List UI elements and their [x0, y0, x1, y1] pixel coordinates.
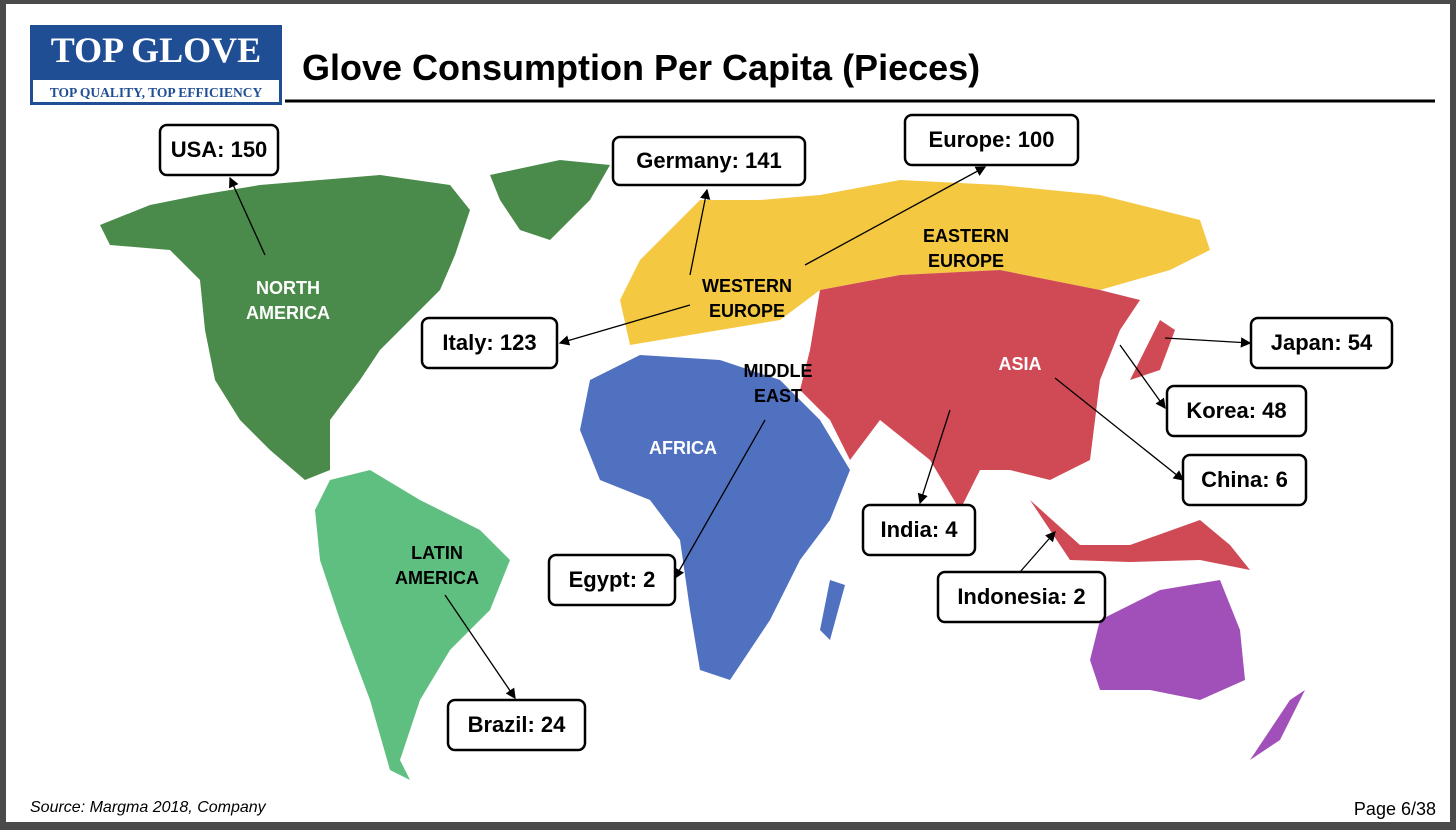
- callout-label: China: 6: [1201, 467, 1288, 492]
- region-label: ASIA: [998, 354, 1041, 374]
- region-label: EASTERN: [923, 226, 1009, 246]
- callout-label: India: 4: [880, 517, 958, 542]
- title: Glove Consumption Per Capita (Pieces): [302, 47, 980, 88]
- arrows: [229, 166, 1252, 700]
- callout-label: Europe: 100: [929, 127, 1055, 152]
- region-label: AFRICA: [649, 438, 717, 458]
- region-label: EUROPE: [928, 251, 1004, 271]
- logo-title: TOP GLOVE: [51, 30, 261, 70]
- new-zealand: [1250, 690, 1305, 760]
- callout-label: Germany: 141: [636, 148, 782, 173]
- callout-box: [1249, 316, 1394, 370]
- callout-label: Italy: 123: [442, 330, 536, 355]
- latin-america: [315, 470, 510, 780]
- callout-box: [547, 553, 677, 607]
- map: [100, 160, 1305, 780]
- region-label: AMERICA: [395, 568, 479, 588]
- arrow: [674, 419, 766, 580]
- page-number: Page 6/38: [1354, 799, 1436, 819]
- callout-box: [903, 113, 1080, 167]
- region-label: WESTERN: [702, 276, 792, 296]
- region-label: AMERICA: [246, 303, 330, 323]
- japan: [1130, 320, 1175, 380]
- callout-box: [158, 123, 280, 177]
- asia: [800, 270, 1140, 510]
- region-label: NORTH: [256, 278, 320, 298]
- callout-box: [1165, 384, 1308, 438]
- europe: [620, 180, 1210, 345]
- arrow: [1019, 531, 1056, 573]
- australia: [1090, 580, 1245, 700]
- callout-label: Japan: 54: [1271, 330, 1373, 355]
- callout-label: USA: 150: [171, 137, 268, 162]
- arrow: [229, 176, 266, 256]
- indonesia: [1030, 500, 1250, 570]
- africa: [580, 355, 850, 680]
- callout-box: [611, 135, 807, 187]
- callout-box: [420, 316, 559, 370]
- callout-label: Indonesia: 2: [957, 584, 1085, 609]
- arrow: [444, 594, 516, 700]
- callout-box: [861, 503, 977, 557]
- callout-label: Brazil: 24: [468, 712, 567, 737]
- logo-tagline: TOP QUALITY, TOP EFFICIENCY: [50, 85, 263, 100]
- region-label: LATIN: [411, 543, 463, 563]
- madagascar: [820, 580, 845, 640]
- arrow: [804, 166, 987, 266]
- arrow: [917, 409, 951, 505]
- region-label: EUROPE: [709, 301, 785, 321]
- logo-strip: [33, 80, 279, 102]
- region-label: EAST: [754, 386, 802, 406]
- greenland: [490, 160, 610, 240]
- callout-box: [936, 570, 1107, 624]
- source: Source: Margma 2018, Company: [30, 799, 267, 816]
- arrow: [1119, 344, 1166, 410]
- region-label: MIDDLE: [744, 361, 813, 381]
- callout-label: Egypt: 2: [569, 567, 656, 592]
- arrow: [558, 304, 691, 346]
- arrow: [689, 188, 711, 276]
- arrow: [1164, 337, 1252, 348]
- arrow: [1054, 377, 1185, 481]
- north-america: [100, 175, 470, 480]
- callout-box: [446, 698, 587, 752]
- callout-box: [1181, 453, 1308, 507]
- callout-label: Korea: 48: [1186, 398, 1286, 423]
